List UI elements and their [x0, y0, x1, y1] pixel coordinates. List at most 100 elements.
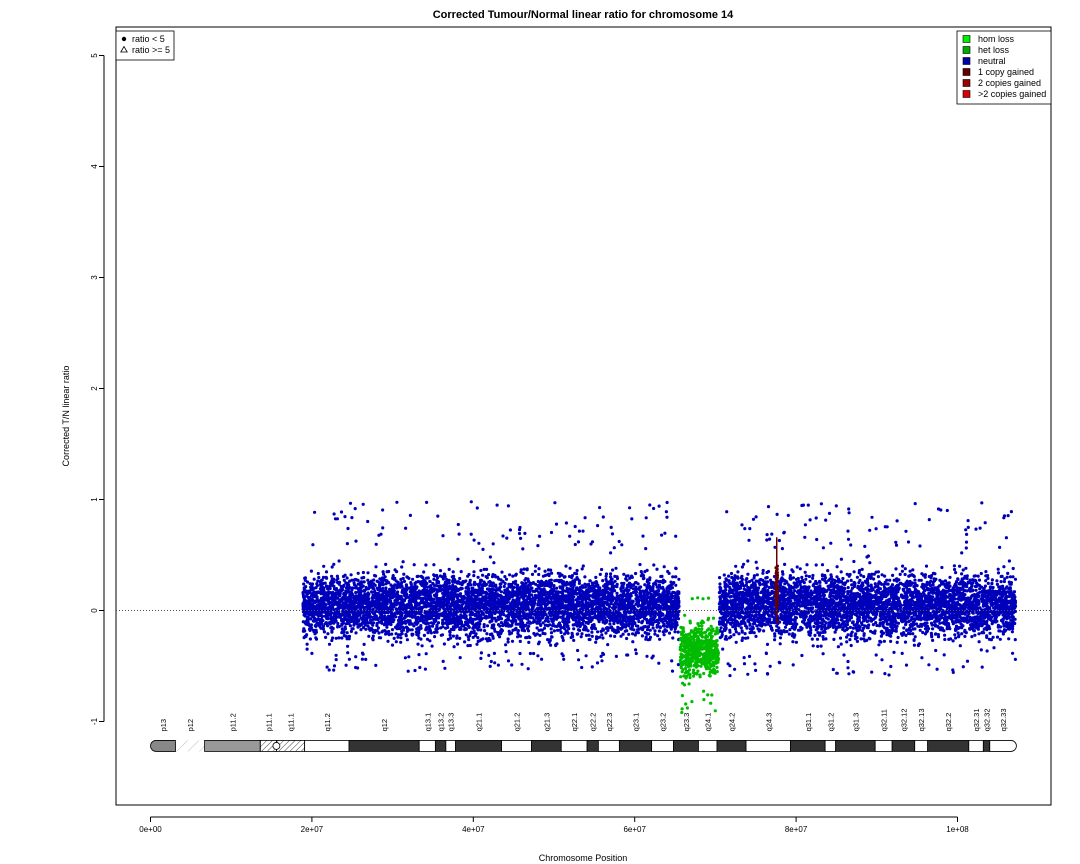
ideogram-band	[150, 740, 176, 752]
y-tick-label: 1	[90, 497, 99, 502]
ideogram-band	[175, 740, 205, 752]
chromosome-ideogram: p13 p12 p11.2 p11.1 q11.1 q11.2 q12 q13.1 q13.2 q…	[150, 708, 1017, 752]
ideogram-band-label: q22.2	[589, 713, 598, 732]
open-triangle-symbol	[120, 45, 128, 53]
plot-frame	[115, 26, 1052, 806]
ideogram-band	[891, 740, 916, 752]
ideogram-band	[204, 740, 261, 752]
data-points-het-loss	[678, 596, 721, 715]
legend-swatch	[962, 35, 971, 43]
ideogram-band	[434, 740, 447, 752]
ideogram-band	[418, 740, 436, 752]
x-tick-label: 2e+07	[301, 825, 324, 834]
y-tick-label: 4	[90, 164, 99, 169]
ideogram-band	[560, 740, 588, 752]
y-tick-label: -1	[90, 717, 99, 725]
ideogram-band	[745, 740, 791, 752]
ideogram-band-label: q11.2	[323, 713, 332, 731]
ideogram-band-label: q32.13	[917, 708, 926, 731]
legend-swatch	[962, 90, 971, 98]
ideogram-band-label: p13	[159, 719, 168, 732]
ideogram-band-label: p11.2	[228, 713, 237, 731]
legend-box	[956, 30, 1052, 105]
shape-legend-box	[115, 30, 175, 61]
ideogram-band	[927, 740, 970, 752]
ideogram-band-label: q22.3	[605, 713, 614, 732]
ideogram-band	[586, 740, 599, 752]
ideogram-band-label: q22.1	[570, 713, 579, 732]
ideogram-band	[445, 740, 456, 752]
ideogram-band-label: q32.32	[983, 708, 992, 731]
ideogram-band	[348, 740, 420, 752]
ideogram-band-label: q32.2	[944, 713, 953, 732]
x-axis-label: Chromosome Position	[539, 853, 628, 863]
ideogram-band-label: q31.3	[851, 713, 860, 732]
y-tick-label: 2	[90, 386, 99, 391]
shape-legend: ratio < 5 ratio >= 5	[115, 30, 175, 61]
ideogram-band-label: q11.1	[287, 713, 296, 731]
axes: 0e+00 2e+07 4e+07 6e+07 8e+07 1e+08 -1 0 1 2 3 4 5	[90, 53, 969, 834]
y-axis-label: Corrected T/N linear ratio	[61, 366, 71, 467]
ideogram-band-label: p11.1	[264, 713, 273, 731]
centromere-marker	[272, 742, 281, 750]
ideogram-band-label: q24.3	[764, 713, 773, 732]
legend-item: 2 copies gained	[978, 78, 1041, 88]
chart-title: Corrected Tumour/Normal linear ratio for…	[433, 9, 734, 21]
data-points-neutral	[301, 500, 681, 673]
ideogram-band	[698, 740, 718, 752]
y-tick-label: 5	[90, 53, 99, 58]
shape-legend-item: ratio >= 5	[132, 45, 170, 55]
ideogram-band-label: q23.1	[632, 713, 641, 732]
shape-legend-item: ratio < 5	[132, 34, 165, 44]
ideogram-band-label: q24.2	[728, 713, 737, 732]
ideogram-band	[835, 740, 876, 752]
ideogram-band-label: q13.2	[437, 713, 446, 732]
legend-item: het loss	[978, 45, 1010, 55]
ideogram-band	[914, 740, 929, 752]
ideogram-band	[304, 740, 350, 752]
ideogram-band-label: q23.2	[659, 713, 668, 732]
y-tick-label: 0	[90, 608, 99, 613]
y-tick-label: 3	[90, 275, 99, 280]
ideogram-band	[790, 740, 826, 752]
ideogram-band	[531, 740, 562, 752]
legend-item: 1 copy gained	[978, 67, 1034, 77]
ideogram-band-label: q21.1	[475, 713, 484, 732]
ideogram-band-label: q31.1	[804, 713, 813, 732]
ideogram-band	[982, 740, 991, 752]
ideogram-band-label: p12	[186, 719, 195, 732]
x-tick-label: 0e+00	[139, 825, 162, 834]
ideogram-band-label: q31.2	[826, 713, 835, 732]
ideogram-band-label: q21.3	[542, 713, 551, 732]
ideogram-band	[651, 740, 674, 752]
ideogram-band-label: q24.1	[704, 713, 713, 732]
ideogram-band	[275, 740, 306, 752]
legend-swatch	[962, 79, 971, 87]
legend-swatch	[962, 57, 971, 65]
points-layer	[301, 500, 1018, 715]
x-tick-label: 8e+07	[785, 825, 808, 834]
ideogram-band-label: q32.11	[880, 709, 889, 731]
x-tick-label: 1e+08	[946, 825, 969, 834]
ideogram-band-label: q12	[380, 719, 389, 732]
ideogram-band	[989, 740, 1017, 752]
ideogram-band-label: q32.12	[899, 708, 908, 731]
ideogram-band	[968, 740, 984, 752]
legend-swatch	[962, 46, 971, 54]
data-points-neutral	[717, 501, 1018, 678]
ideogram-band-label: q21.2	[512, 713, 521, 732]
filled-circle-symbol	[121, 36, 127, 42]
ideogram-band	[673, 740, 699, 752]
x-tick-label: 6e+07	[623, 825, 646, 834]
ideogram-band	[874, 740, 893, 752]
ideogram-band	[618, 740, 653, 752]
legend-item: >2 copies gained	[978, 89, 1046, 99]
x-tick-label: 4e+07	[462, 825, 485, 834]
ideogram-band-label: q23.3	[682, 713, 691, 732]
ideogram-band	[455, 740, 502, 752]
legend-swatch	[962, 68, 971, 76]
ideogram-band-label: q32.31	[972, 708, 981, 731]
ideogram-band	[597, 740, 620, 752]
